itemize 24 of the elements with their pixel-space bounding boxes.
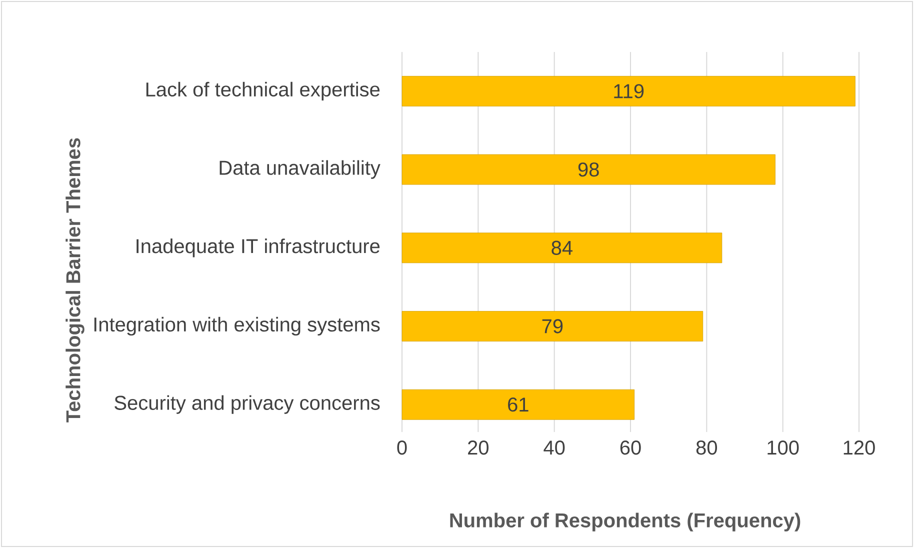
x-tick-label: 80 <box>696 440 718 455</box>
bar <box>402 389 635 420</box>
bar <box>402 76 856 106</box>
y-tick-label: Integration with existing systems <box>94 316 380 336</box>
y-tick-label: Data unavailability <box>220 160 380 179</box>
bar <box>402 232 722 264</box>
data-label: 79 <box>542 319 563 334</box>
x-tick-label: 40 <box>544 440 565 455</box>
y-tick-label: Inadequate IT infrastructure <box>136 238 380 258</box>
y-axis-title: Technological Barrier Themes <box>66 138 84 422</box>
x-tick-label: 20 <box>468 440 489 455</box>
x-tick-label: 60 <box>620 440 641 455</box>
y-tick-label: Lack of technical expertise <box>146 82 380 101</box>
data-label: 119 <box>614 84 644 98</box>
x-tick-label: 0 <box>397 440 407 455</box>
data-label: 84 <box>552 240 572 255</box>
bar <box>402 154 776 185</box>
y-tick-label: Security and privacy concerns <box>114 395 380 414</box>
bar <box>402 311 704 342</box>
data-label: 61 <box>508 398 528 412</box>
x-axis-title: Number of Respondents (Frequency) <box>450 512 800 532</box>
x-tick-label: 100 <box>768 440 799 455</box>
x-tick-label: 120 <box>844 440 875 455</box>
data-label: 98 <box>578 162 599 177</box>
